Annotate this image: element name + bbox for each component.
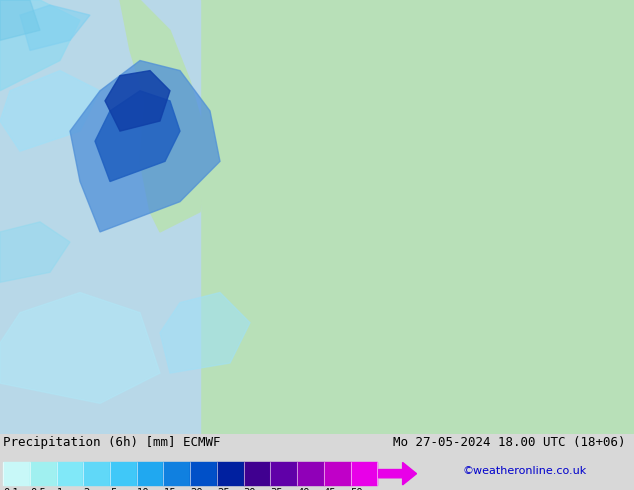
- Text: 40: 40: [297, 488, 309, 490]
- Polygon shape: [120, 0, 210, 232]
- Text: 25: 25: [217, 488, 230, 490]
- Polygon shape: [160, 293, 250, 373]
- Bar: [137, 462, 164, 486]
- Text: 35: 35: [270, 488, 283, 490]
- Bar: [324, 462, 351, 486]
- Polygon shape: [0, 222, 70, 282]
- Text: Precipitation (6h) [mm] ECMWF: Precipitation (6h) [mm] ECMWF: [3, 437, 221, 449]
- Polygon shape: [95, 91, 180, 181]
- Text: 20: 20: [190, 488, 203, 490]
- Text: 1: 1: [56, 488, 63, 490]
- Text: 0.1: 0.1: [3, 488, 19, 490]
- Text: 0.5: 0.5: [30, 488, 46, 490]
- Polygon shape: [20, 5, 90, 50]
- Polygon shape: [105, 71, 170, 131]
- Text: 30: 30: [243, 488, 256, 490]
- FancyArrow shape: [378, 463, 417, 485]
- Bar: [190, 462, 217, 486]
- Polygon shape: [0, 293, 160, 403]
- Bar: [217, 462, 243, 486]
- Text: 15: 15: [164, 488, 176, 490]
- Bar: [0, 0, 200, 434]
- Bar: [351, 462, 377, 486]
- Bar: [270, 462, 297, 486]
- Bar: [297, 462, 324, 486]
- Polygon shape: [0, 0, 40, 40]
- Bar: [243, 462, 270, 486]
- Text: 10: 10: [137, 488, 150, 490]
- Bar: [180, 0, 634, 434]
- Bar: [110, 462, 137, 486]
- Bar: [30, 462, 56, 486]
- Bar: [3, 462, 30, 486]
- Text: Mo 27-05-2024 18.00 UTC (18+06): Mo 27-05-2024 18.00 UTC (18+06): [393, 437, 626, 449]
- Text: ©weatheronline.co.uk: ©weatheronline.co.uk: [463, 466, 587, 476]
- Text: 50: 50: [351, 488, 363, 490]
- Text: 5: 5: [110, 488, 117, 490]
- Bar: [164, 462, 190, 486]
- Bar: [56, 462, 83, 486]
- Text: 2: 2: [83, 488, 89, 490]
- Text: 45: 45: [324, 488, 337, 490]
- Polygon shape: [0, 0, 80, 91]
- Bar: [83, 462, 110, 486]
- Polygon shape: [0, 71, 100, 151]
- Polygon shape: [70, 60, 220, 232]
